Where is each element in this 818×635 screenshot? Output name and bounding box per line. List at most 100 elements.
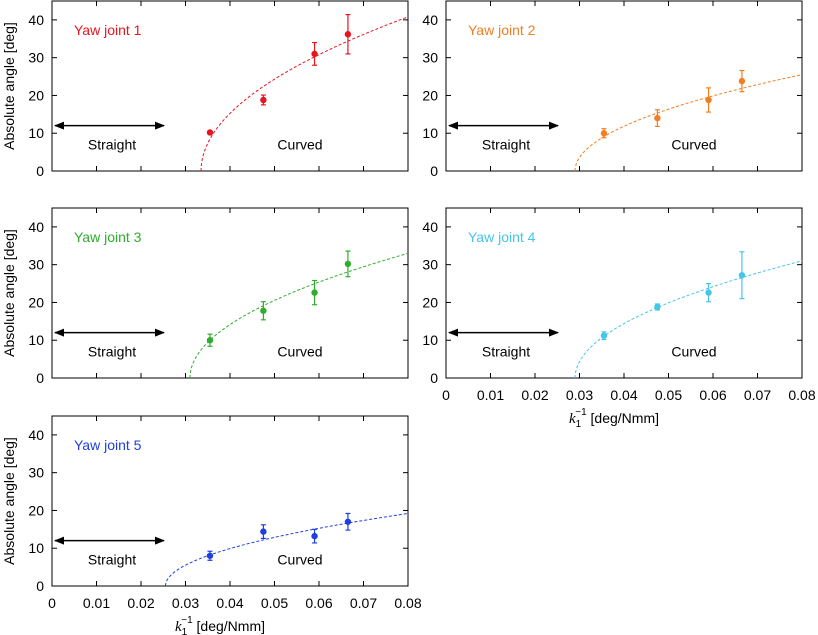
fit-curve xyxy=(200,16,409,172)
data-point xyxy=(311,289,318,296)
y-tick-label: 10 xyxy=(28,125,44,141)
data-point xyxy=(705,289,712,296)
data-point xyxy=(738,77,746,85)
y-tick-label: 0 xyxy=(430,370,438,386)
x-tick-label: 0.08 xyxy=(788,387,815,403)
x-label-k: k xyxy=(175,619,182,635)
y-tick-label: 40 xyxy=(422,12,438,28)
y-tick-label: 40 xyxy=(422,219,438,235)
y-tick-label: 30 xyxy=(28,465,44,481)
y-tick-label: 10 xyxy=(422,332,438,348)
panel-5: 0 10 20 30 40 0 0.01 0.02 0.03 0.04 0.05 0.06 0.07 0.… xyxy=(1,415,422,635)
panel-2: 0 10 20 30 40 Yaw joint 2 Straight Curved xyxy=(422,0,803,179)
x-tick-label: 0.06 xyxy=(699,387,726,403)
data-point xyxy=(260,96,267,104)
straight-label: Straight xyxy=(88,552,136,568)
data-point xyxy=(260,528,267,535)
x-tick-label: 0.03 xyxy=(172,595,199,611)
x-tick-label: 0.05 xyxy=(655,387,682,403)
data-point xyxy=(311,532,318,540)
straight-label: Straight xyxy=(482,137,530,153)
data-point xyxy=(260,307,267,314)
y-axis-label: Absolute angle [deg] xyxy=(1,22,17,150)
curved-label: Curved xyxy=(671,344,716,360)
y-tick-label: 10 xyxy=(28,332,44,348)
straight-label: Straight xyxy=(482,344,530,360)
x-tick-label: 0.05 xyxy=(261,595,288,611)
y-tick-label: 30 xyxy=(422,50,438,66)
y-axis-label: Absolute angle [deg] xyxy=(1,437,17,565)
x-tick-label: 0.06 xyxy=(305,595,332,611)
y-tick-label: 10 xyxy=(422,125,438,141)
straight-label: Straight xyxy=(88,344,136,360)
panel-title: Yaw joint 3 xyxy=(74,229,142,245)
data-point xyxy=(206,552,214,559)
y-tick-label: 30 xyxy=(28,257,44,273)
x-tick-label: 0 xyxy=(48,595,56,611)
data-point xyxy=(738,272,746,279)
y-tick-label: 0 xyxy=(36,370,44,386)
x-tick-label: 0.02 xyxy=(521,387,548,403)
x-label-sub: 1 xyxy=(182,627,188,635)
data-point xyxy=(705,96,712,104)
x-label-unit: [deg/Nmm] xyxy=(193,618,265,634)
y-tick-label: 40 xyxy=(28,219,44,235)
data-point xyxy=(344,518,352,525)
x-label-sup: −1 xyxy=(181,615,193,626)
y-tick-label: 20 xyxy=(28,502,44,518)
x-axis-label: k1−1 [deg/Nmm] xyxy=(175,615,265,635)
y-tick-label: 10 xyxy=(28,540,44,556)
fit-curve xyxy=(574,74,803,172)
y-tick-label: 40 xyxy=(28,12,44,28)
panel-4: 0 10 20 30 40 0 0.01 0.02 0.03 0.04 0.05 0.06 0.07 0.… xyxy=(422,207,816,430)
data-point xyxy=(600,130,608,137)
x-tick-label: 0.04 xyxy=(216,595,243,611)
x-label-unit: [deg/Nmm] xyxy=(587,410,659,426)
y-tick-label: 30 xyxy=(422,257,438,273)
x-tick-label: 0.02 xyxy=(127,595,154,611)
data-point xyxy=(600,332,608,339)
y-tick-label: 20 xyxy=(28,294,44,310)
curved-label: Curved xyxy=(671,137,716,153)
y-axis-label: Absolute angle [deg] xyxy=(1,229,17,357)
x-tick-label: 0.03 xyxy=(566,387,593,403)
data-point xyxy=(311,50,318,58)
y-tick-label: 20 xyxy=(422,294,438,310)
data-point xyxy=(344,260,352,268)
x-tick-label: 0.04 xyxy=(610,387,637,403)
data-point xyxy=(344,31,352,38)
curved-label: Curved xyxy=(277,552,322,568)
data-point xyxy=(654,114,661,122)
data-point xyxy=(206,129,214,136)
curved-label: Curved xyxy=(277,344,322,360)
data-point xyxy=(206,337,214,344)
panel-title: Yaw joint 2 xyxy=(468,22,536,38)
x-label-sup: −1 xyxy=(575,407,587,418)
fit-curve xyxy=(164,512,409,587)
fit-curve xyxy=(189,252,409,379)
panel-title: Yaw joint 4 xyxy=(468,229,536,245)
x-label-sub: 1 xyxy=(576,419,582,430)
x-axis-label: k1−1 [deg/Nmm] xyxy=(569,407,659,430)
x-tick-label: 0 xyxy=(442,387,450,403)
straight-label: Straight xyxy=(88,137,136,153)
y-tick-label: 0 xyxy=(36,578,44,594)
x-tick-label: 0.01 xyxy=(83,595,110,611)
fit-curve xyxy=(574,260,803,379)
x-label-k: k xyxy=(569,411,576,427)
y-tick-label: 0 xyxy=(36,163,44,179)
x-tick-label: 0.01 xyxy=(477,387,504,403)
x-tick-label: 0.07 xyxy=(744,387,771,403)
y-tick-label: 20 xyxy=(422,87,438,103)
y-tick-label: 0 xyxy=(430,163,438,179)
panel-3: 0 10 20 30 40 Absolute angle [deg] Yaw joint 3… xyxy=(1,207,409,386)
panel-1: 0 10 20 30 40 Absolute angle [deg] Yaw joint 1… xyxy=(1,0,409,179)
data-point xyxy=(654,303,661,311)
y-tick-label: 20 xyxy=(28,87,44,103)
panel-title: Yaw joint 1 xyxy=(74,22,142,38)
panel-title: Yaw joint 5 xyxy=(74,437,142,453)
y-tick-label: 40 xyxy=(28,427,44,443)
x-tick-label: 0.07 xyxy=(350,595,377,611)
x-tick-label: 0.08 xyxy=(394,595,421,611)
